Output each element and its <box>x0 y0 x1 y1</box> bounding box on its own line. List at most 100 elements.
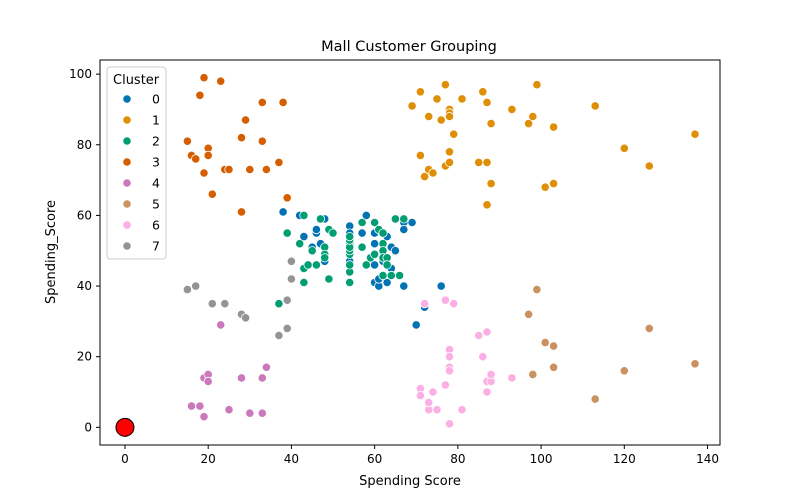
point-cluster-5-7 <box>619 366 629 376</box>
point-cluster-1-30 <box>548 122 559 132</box>
legend-label-3: 3 <box>152 155 160 170</box>
legend-marker-2 <box>122 136 132 146</box>
point-cluster-6-7 <box>440 380 450 390</box>
legend-marker-4 <box>122 178 132 188</box>
point-cluster-4-6 <box>216 320 226 330</box>
point-cluster-5-2 <box>532 284 542 295</box>
point-cluster-1-24 <box>486 179 496 189</box>
point-cluster-1-34 <box>644 161 654 171</box>
legend-marker-6 <box>122 220 132 230</box>
point-cluster-0-31 <box>399 281 409 291</box>
point-cluster-0-30 <box>399 224 409 235</box>
point-cluster-2-40 <box>399 214 409 224</box>
point-cluster-5-8 <box>644 323 654 333</box>
point-cluster-4-2 <box>199 412 209 422</box>
point-cluster-6-1 <box>415 390 425 401</box>
point-cluster-1-6 <box>428 168 438 178</box>
point-cluster-2-23 <box>357 217 367 228</box>
legend-label-2: 2 <box>152 134 160 149</box>
point-cluster-6-8 <box>440 295 450 305</box>
x-tick-label: 40 <box>284 452 299 466</box>
point-cluster-3-12 <box>236 133 247 143</box>
legend-items: 0 1 2 3 4 5 6 7 <box>122 92 160 254</box>
point-cluster-0-15 <box>361 210 371 220</box>
point-cluster-5-4 <box>548 341 559 351</box>
point-cluster-1-17 <box>457 94 467 104</box>
point-cluster-6-23 <box>507 373 517 383</box>
point-cluster-5-6 <box>590 394 600 404</box>
legend-label-7: 7 <box>152 239 160 254</box>
point-cluster-3-4 <box>199 73 209 83</box>
point-cluster-7-3 <box>220 299 230 309</box>
point-cluster-1-9 <box>440 80 450 90</box>
point-cluster-4-1 <box>195 401 205 411</box>
point-cluster-1-16 <box>449 129 459 139</box>
point-cluster-0-5 <box>311 224 321 235</box>
data-points <box>182 73 700 429</box>
point-cluster-6-22 <box>486 369 496 379</box>
point-cluster-4-5 <box>203 376 213 386</box>
legend-label-4: 4 <box>152 176 160 191</box>
point-cluster-1-21 <box>482 157 492 167</box>
plot-frame <box>99 59 721 446</box>
point-cluster-5-0 <box>523 309 534 319</box>
point-cluster-7-0 <box>182 284 192 295</box>
point-cluster-7-2 <box>207 299 217 309</box>
point-cluster-2-39 <box>394 270 405 281</box>
point-cluster-3-9 <box>216 76 226 86</box>
legend-marker-7 <box>122 241 132 251</box>
point-cluster-5-3 <box>540 337 550 348</box>
point-cluster-7-9 <box>286 256 296 266</box>
y-tick-label: 20 <box>77 350 92 364</box>
x-tick-label: 80 <box>450 452 465 466</box>
point-cluster-3-14 <box>241 115 251 125</box>
point-cluster-7-8 <box>282 323 292 333</box>
point-cluster-1-18 <box>474 157 484 167</box>
point-cluster-7-1 <box>191 281 201 291</box>
point-cluster-2-17 <box>345 260 355 270</box>
point-cluster-3-3 <box>195 90 205 100</box>
point-cluster-6-18 <box>482 327 492 337</box>
legend-box <box>106 66 167 260</box>
point-cluster-5-9 <box>690 359 700 369</box>
point-cluster-1-32 <box>590 101 600 111</box>
point-cluster-2-41 <box>274 299 284 309</box>
point-cluster-3-8 <box>207 189 217 199</box>
point-cluster-1-26 <box>523 119 534 129</box>
point-cluster-1-0 <box>407 101 417 111</box>
point-cluster-3-2 <box>191 154 201 164</box>
point-cluster-3-20 <box>278 97 288 108</box>
point-cluster-1-31 <box>548 179 559 189</box>
point-cluster-3-7 <box>203 150 213 160</box>
legend-marker-5 <box>122 199 132 209</box>
point-cluster-7-6 <box>274 330 284 341</box>
point-cluster-6-16 <box>474 330 484 341</box>
point-cluster-7-7 <box>282 295 292 305</box>
point-cluster-7-10 <box>286 274 296 284</box>
chart-title: Mall Customer Grouping <box>321 39 497 55</box>
point-cluster-1-35 <box>690 129 700 139</box>
highlight-point <box>115 417 135 437</box>
point-cluster-3-15 <box>245 164 255 175</box>
x-axis-ticks: 0 20 40 60 80 100 120 140 <box>121 445 719 466</box>
point-cluster-6-17 <box>478 352 488 362</box>
point-cluster-3-17 <box>257 136 267 146</box>
point-cluster-0-28 <box>390 246 400 256</box>
point-cluster-0-25 <box>382 277 392 288</box>
point-cluster-6-14 <box>449 299 459 309</box>
point-cluster-1-15 <box>444 157 455 167</box>
point-cluster-6-5 <box>428 387 438 397</box>
point-cluster-3-11 <box>224 164 234 175</box>
point-cluster-5-5 <box>548 362 559 372</box>
point-cluster-2-37 <box>386 270 396 281</box>
point-cluster-1-23 <box>486 119 496 129</box>
point-cluster-1-1 <box>415 87 425 97</box>
legend: Cluster 0 1 2 3 4 5 6 7 <box>106 66 167 260</box>
point-cluster-1-14 <box>444 147 455 157</box>
y-tick-label: 0 <box>84 420 92 434</box>
point-cluster-3-21 <box>282 193 292 203</box>
point-cluster-4-9 <box>245 408 255 418</box>
point-cluster-2-2 <box>295 239 305 249</box>
point-cluster-2-38 <box>390 214 400 224</box>
